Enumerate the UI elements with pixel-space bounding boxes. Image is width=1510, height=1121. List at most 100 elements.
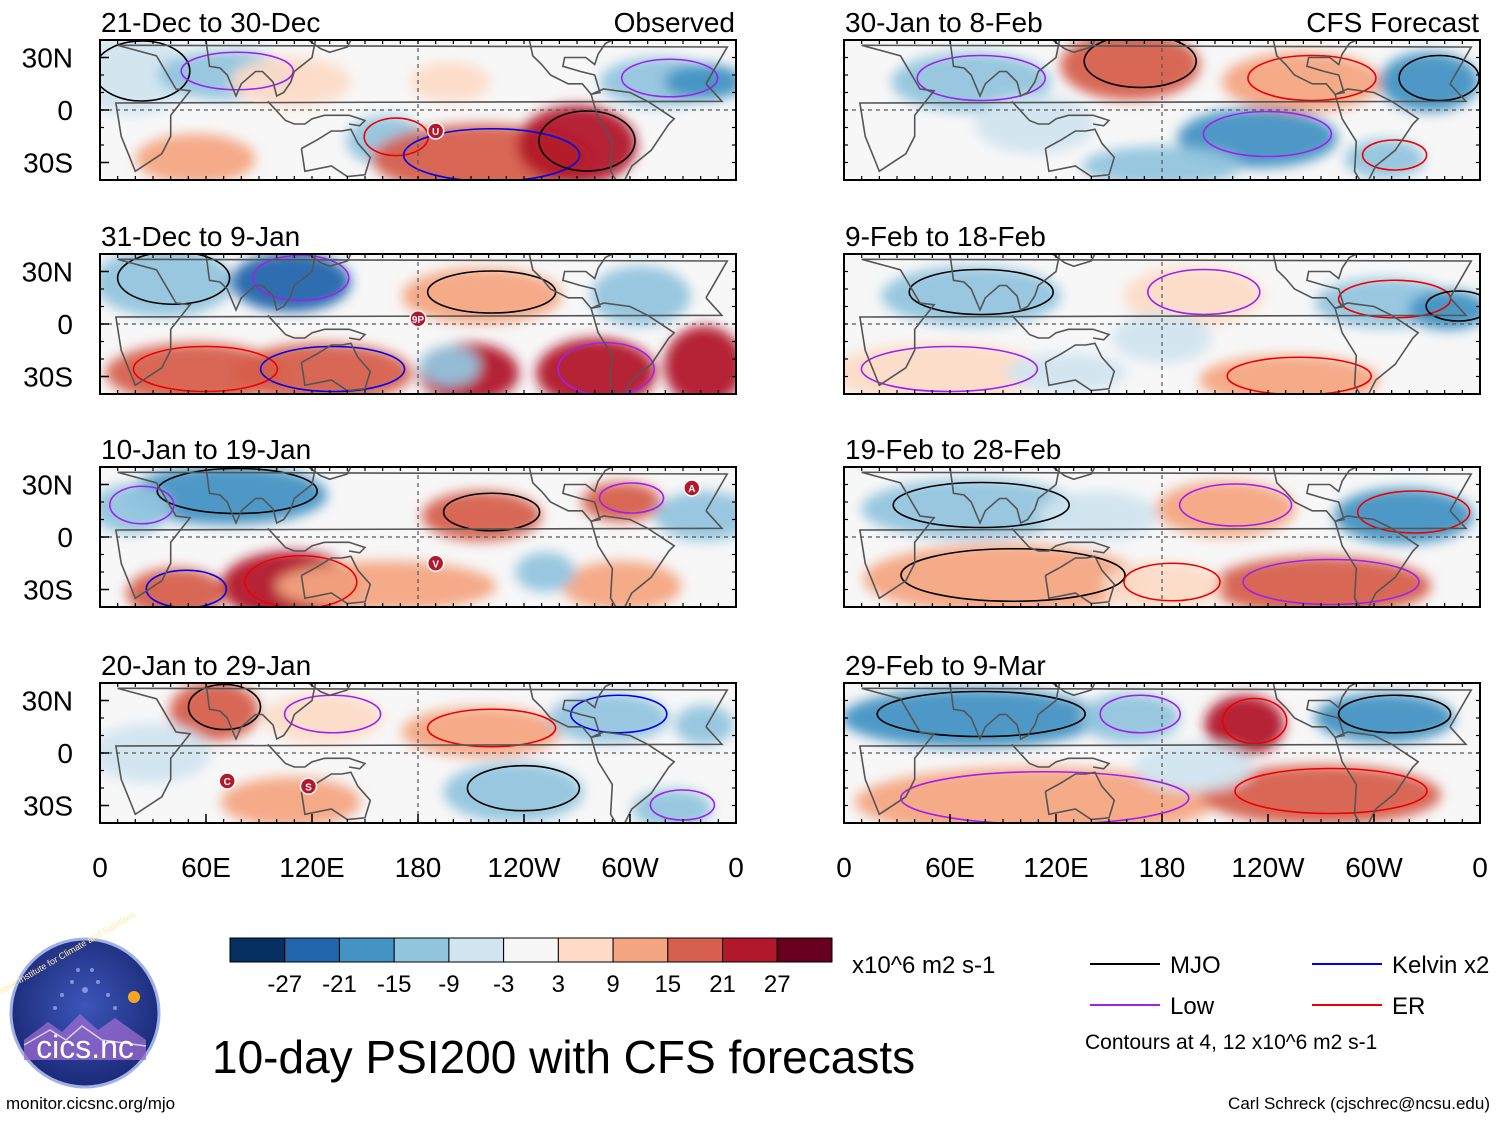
- contour-line: [466, 764, 581, 812]
- coastline: [1052, 40, 1096, 54]
- coastline: [1044, 128, 1116, 178]
- coastline: [1052, 467, 1096, 481]
- colorbar-swatch: [503, 937, 559, 963]
- coastline: [114, 258, 729, 387]
- anomaly-blob: [654, 491, 736, 541]
- contour-line: [1242, 558, 1420, 606]
- contour-line: [1356, 490, 1471, 534]
- coastline: [300, 771, 372, 821]
- contour-line: [1425, 290, 1480, 322]
- x-tick-label: 60E: [925, 852, 975, 883]
- legend-label: Low: [1170, 993, 1215, 1020]
- storm-marker: A: [683, 479, 701, 497]
- panel-period-title: 19-Feb to 28-Feb: [845, 434, 1061, 465]
- anomaly-blob: [126, 568, 227, 607]
- panel-period-title: 31-Dec to 9-Jan: [101, 221, 300, 252]
- contour-line: [900, 547, 1126, 603]
- coastline: [858, 44, 1473, 173]
- coastline: [858, 687, 1473, 816]
- map-panel: [843, 682, 1481, 824]
- contour-line: [109, 485, 175, 525]
- anomaly-blob: [664, 326, 736, 394]
- anomaly-blob: [1408, 290, 1480, 330]
- coastline: [528, 254, 613, 310]
- storm-marker: 9P: [409, 310, 427, 328]
- coastline: [300, 342, 372, 392]
- storm-marker: V: [426, 554, 445, 572]
- coastline: [949, 467, 1061, 526]
- colorbar-swatch: [667, 937, 724, 963]
- x-tick-label: 120W: [1231, 852, 1305, 883]
- storm-marker: C: [218, 772, 236, 790]
- storm-marker-label: 9P: [412, 315, 425, 326]
- logo-text: cics.nc: [36, 1029, 134, 1065]
- cics-logo: Cooperative Institute for Climate and Sa…: [0, 909, 161, 1089]
- coastline: [267, 527, 367, 554]
- anomaly-blob: [1102, 561, 1222, 607]
- contour-line: [187, 683, 262, 731]
- colorbar-swatch: [393, 937, 450, 963]
- coastline: [858, 258, 1473, 387]
- contour-line: [259, 345, 406, 393]
- storm-marker-label: C: [224, 777, 231, 788]
- contour-line: [1147, 268, 1261, 316]
- y-tick-label: 30S: [23, 791, 73, 822]
- coastline: [1272, 40, 1357, 96]
- colorbar-units: x10^6 m2 s-1: [852, 952, 996, 979]
- coastline: [1052, 254, 1096, 268]
- coastline: [1011, 100, 1111, 127]
- x-tick-label: 120W: [487, 852, 561, 883]
- panel-period-title: 20-Jan to 29-Jan: [101, 650, 311, 681]
- coastline: [205, 683, 317, 742]
- colorbar-swatch: [284, 937, 340, 963]
- contour-line: [180, 51, 294, 91]
- contour-line: [244, 554, 358, 607]
- contour-line: [402, 127, 581, 180]
- anomaly-blob: [100, 484, 172, 534]
- panel-period-title: 29-Feb to 9-Mar: [845, 650, 1046, 681]
- contour-line: [908, 268, 1055, 316]
- coastline: [300, 555, 372, 605]
- panel-period-title: 10-Jan to 19-Jan: [101, 434, 311, 465]
- anomaly-blob: [1006, 353, 1127, 393]
- x-tick-label: 0: [728, 852, 744, 883]
- coastline: [528, 683, 613, 739]
- colorbar-swatch: [338, 937, 395, 963]
- anomaly-blob: [1201, 765, 1441, 823]
- coastline: [1011, 527, 1111, 554]
- coastline: [590, 731, 676, 823]
- anomaly-blob: [517, 105, 637, 180]
- contour-line: [538, 110, 636, 172]
- contour-line: [1099, 694, 1181, 734]
- panel-period-title: 30-Jan to 8-Feb: [845, 7, 1043, 38]
- anomaly-blob: [276, 561, 497, 607]
- coastline: [1044, 771, 1116, 821]
- x-tick-label: 180: [395, 852, 442, 883]
- coastline: [205, 40, 317, 99]
- contour-line: [426, 708, 557, 748]
- coastline: [949, 254, 1061, 313]
- contour-line: [1123, 562, 1221, 602]
- colorbar-label: -27: [267, 971, 302, 998]
- coastline: [1334, 731, 1420, 823]
- contour-line: [1234, 767, 1428, 815]
- map-panel: 9P: [99, 253, 737, 395]
- map-panel: U: [99, 39, 737, 181]
- coastline: [858, 471, 1473, 600]
- contour-note: Contours at 4, 12 x10^6 m2 s-1: [1085, 1031, 1378, 1054]
- x-tick-label: 0: [1472, 852, 1488, 883]
- contour-line: [116, 254, 231, 306]
- anomaly-blob: [632, 789, 713, 823]
- colorbar-label: 21: [709, 971, 736, 998]
- anomaly-blob: [590, 266, 691, 326]
- coastline: [1272, 467, 1357, 523]
- coastline: [1044, 342, 1116, 392]
- storm-marker: S: [299, 777, 318, 795]
- legend-label: MJO: [1170, 952, 1221, 979]
- panel-header: CFS Forecast: [1306, 7, 1479, 38]
- x-tick-label: 0: [836, 852, 852, 883]
- panel-header: Observed: [614, 7, 735, 38]
- coastline: [114, 44, 729, 173]
- anomaly-blob: [664, 64, 736, 100]
